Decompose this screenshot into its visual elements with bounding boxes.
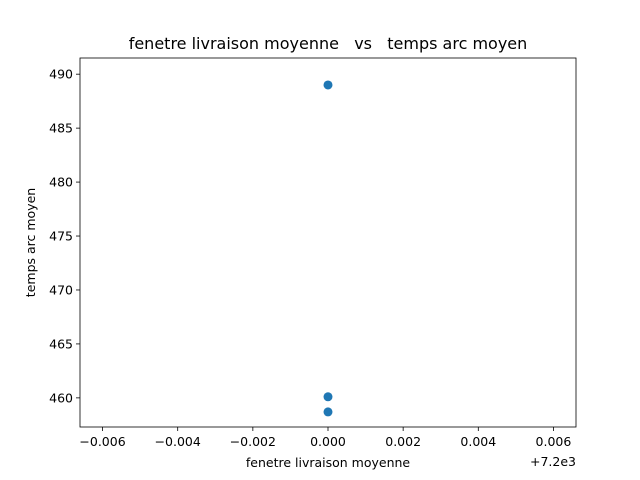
y-tick-label: 480 bbox=[49, 175, 73, 190]
x-axis-label: fenetre livraison moyenne bbox=[246, 455, 411, 470]
y-tick-label: 475 bbox=[49, 229, 73, 244]
x-offset-label: +7.2e3 bbox=[530, 454, 576, 469]
chart-title: fenetre livraison moyenne vs temps arc m… bbox=[129, 34, 528, 53]
data-point bbox=[323, 80, 333, 90]
x-tick-label: 0.004 bbox=[460, 434, 496, 449]
x-tick-label: 0.002 bbox=[385, 434, 421, 449]
y-tick-label: 460 bbox=[49, 390, 73, 405]
y-axis-ticks: 460 465 470 475 480 485 490 bbox=[49, 67, 80, 405]
x-axis-ticks: −0.006 −0.004 −0.002 0.000 0.002 0.004 0.006 bbox=[79, 427, 571, 449]
y-tick-label: 485 bbox=[49, 121, 73, 136]
data-point bbox=[323, 407, 333, 417]
x-tick-label: −0.002 bbox=[230, 434, 276, 449]
y-tick-label: 490 bbox=[49, 67, 73, 82]
plot-frame bbox=[79, 57, 577, 428]
y-axis-label: temps arc moyen bbox=[23, 188, 38, 297]
y-tick-label: 465 bbox=[49, 336, 73, 351]
data-points bbox=[323, 80, 333, 417]
data-point bbox=[323, 392, 333, 402]
x-tick-label: −0.004 bbox=[155, 434, 201, 449]
x-tick-label: 0.006 bbox=[536, 434, 572, 449]
y-tick-label: 470 bbox=[49, 282, 73, 297]
x-tick-label: −0.006 bbox=[79, 434, 125, 449]
x-tick-label: 0.000 bbox=[310, 434, 346, 449]
